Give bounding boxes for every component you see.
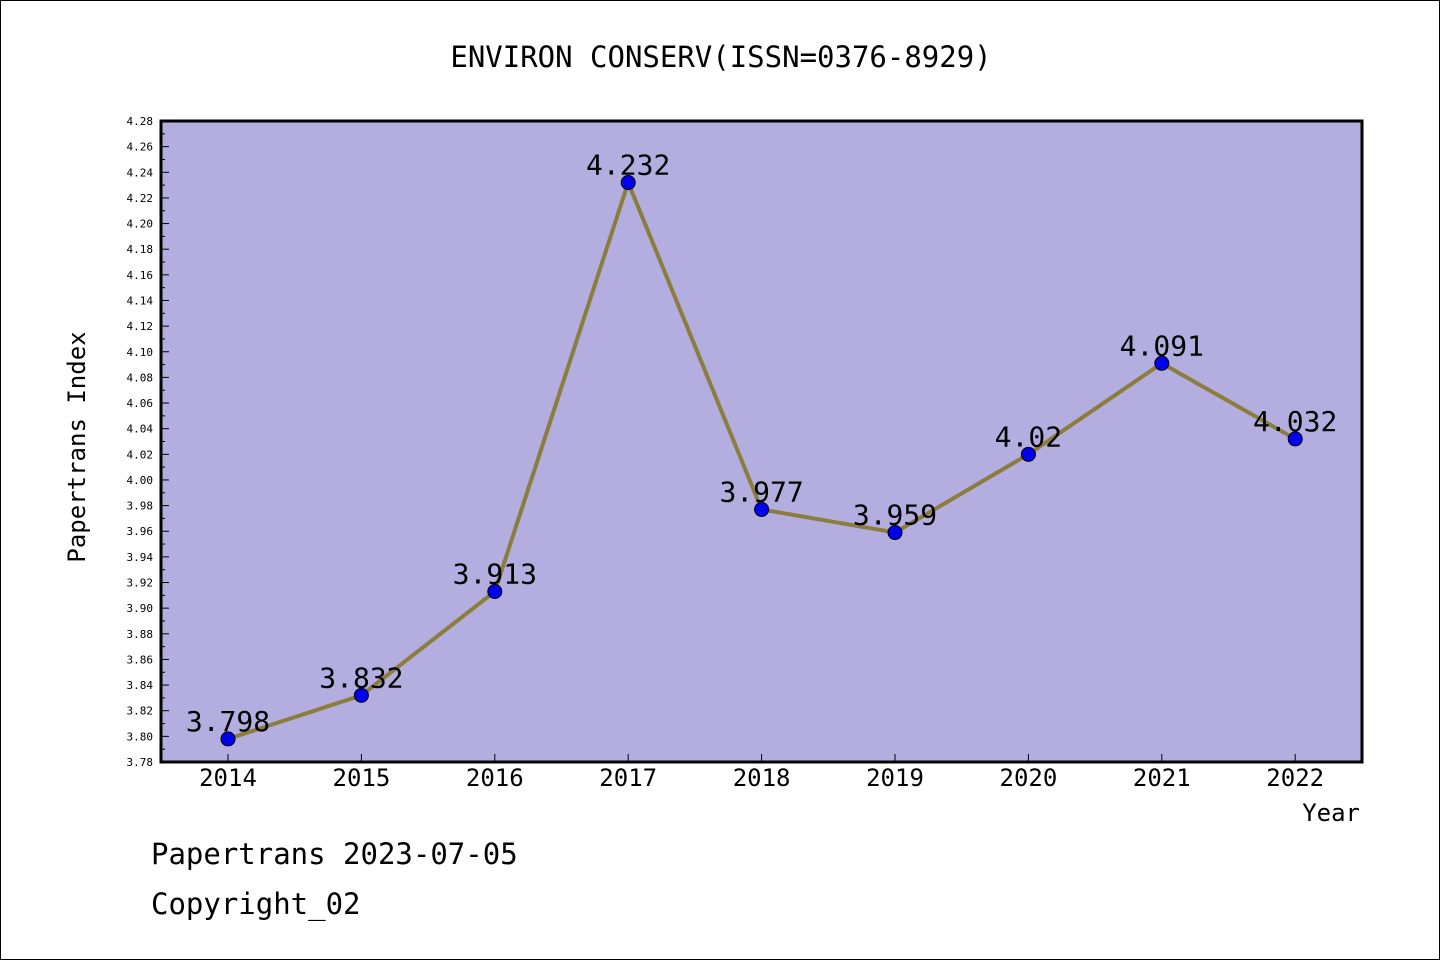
y-axis: 3.78 3.80 3.82 3.84 3.86 3.88 3.90 3.92 3.94 3.96… [127, 115, 169, 769]
x-tick-label: 2016 [466, 764, 524, 792]
data-point [1020, 446, 1036, 462]
y-tick-label: 4.08 [127, 371, 154, 384]
y-tick-label: 4.22 [127, 192, 154, 205]
y-tick-label: 3.88 [127, 628, 154, 641]
y-tick-label: 4.04 [127, 423, 154, 436]
y-tick-label: 3.86 [127, 653, 154, 666]
y-tick-label: 4.02 [127, 448, 154, 461]
x-axis: 2014 2015 2016 2017 2018 2019 2020 2021 2022 [199, 754, 1324, 792]
plot-area [161, 121, 1362, 762]
data-label: 3.977 [719, 475, 803, 508]
x-tick-label: 2019 [866, 764, 924, 792]
y-tick-label: 4.06 [127, 397, 154, 410]
data-point [487, 583, 503, 599]
y-tick-label: 4.12 [127, 320, 154, 333]
data-point [620, 175, 636, 191]
footer-copyright: Copyright_02 [151, 887, 361, 921]
y-tick-label: 4.26 [127, 141, 154, 154]
x-axis-label: Year [1302, 799, 1360, 827]
y-tick-label: 3.94 [127, 551, 154, 564]
x-tick-label: 2017 [599, 764, 657, 792]
x-tick-label: 2014 [199, 764, 257, 792]
y-tick-label: 3.90 [127, 602, 154, 615]
data-markers [220, 175, 1303, 747]
data-label: 4.091 [1120, 329, 1204, 362]
x-tick-label: 2022 [1266, 764, 1324, 792]
y-tick-label: 4.24 [127, 166, 154, 179]
plot-border [159, 119, 1364, 764]
data-label: 3.798 [186, 705, 270, 738]
y-tick-label: 4.20 [127, 218, 154, 231]
y-tick-label: 4.18 [127, 243, 154, 256]
y-tick-label: 3.92 [127, 577, 154, 590]
x-tick-label: 2021 [1133, 764, 1191, 792]
chart-title: ENVIRON CONSERV(ISSN=0376-8929) [450, 40, 991, 74]
data-point [1287, 431, 1303, 447]
data-point [754, 501, 770, 517]
footer-date: Papertrans 2023-07-05 [151, 837, 518, 871]
data-label: 4.032 [1253, 405, 1337, 438]
data-label: 4.232 [586, 149, 670, 182]
data-point [1154, 355, 1170, 371]
y-axis-label: Papertrans Index [63, 331, 91, 562]
x-tick-label: 2020 [1000, 764, 1058, 792]
data-point [887, 525, 903, 541]
data-label: 4.02 [995, 420, 1062, 453]
y-tick-label: 4.14 [127, 294, 154, 307]
data-label: 3.913 [453, 557, 537, 590]
y-tick-label: 4.00 [127, 474, 154, 487]
data-label: 3.959 [853, 499, 937, 532]
y-tick-label: 3.82 [127, 705, 154, 718]
y-tick-label: 4.16 [127, 269, 154, 282]
data-point [220, 731, 236, 747]
y-tick-label: 3.80 [127, 730, 154, 743]
data-label: 3.832 [319, 661, 403, 694]
data-labels: 3.798 3.832 3.913 4.232 3.977 3.959 4.02 4.091 4… [186, 149, 1337, 738]
data-point [353, 687, 369, 703]
y-tick-label: 4.28 [127, 115, 154, 128]
y-tick-label: 3.98 [127, 500, 154, 513]
y-tick-label: 3.96 [127, 525, 154, 538]
x-tick-label: 2018 [733, 764, 791, 792]
x-tick-label: 2015 [333, 764, 391, 792]
y-tick-label: 3.84 [127, 679, 154, 692]
y-tick-label: 3.78 [127, 756, 154, 769]
y-tick-label: 4.10 [127, 346, 154, 359]
